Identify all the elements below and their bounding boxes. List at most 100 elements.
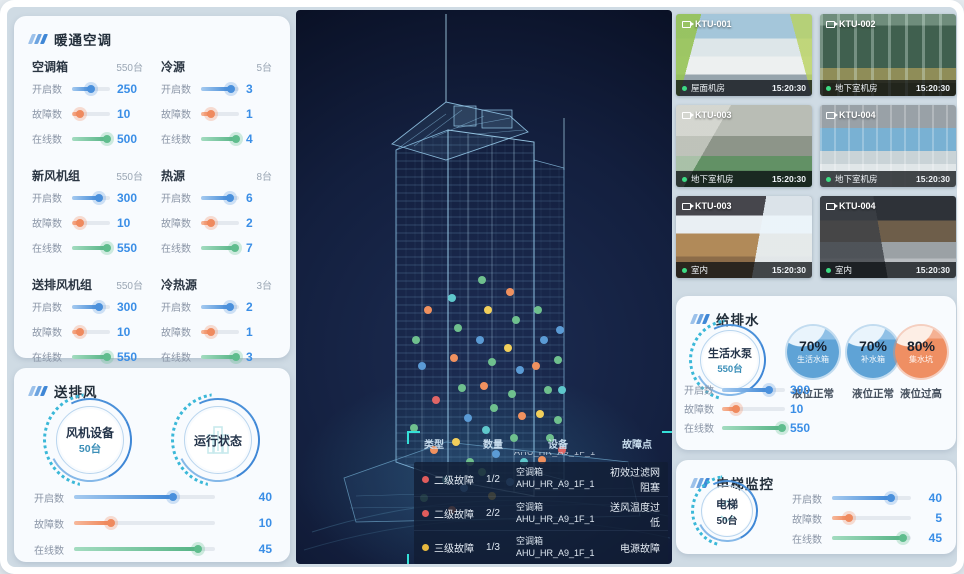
metric-online: 在线数 4: [161, 131, 253, 147]
camera-location: 屋面机房: [691, 83, 726, 93]
camera-location: 室内: [691, 265, 709, 275]
metric-fault: 故障数 10: [34, 516, 272, 531]
camera-id: KTU-004: [839, 201, 876, 211]
ring-fan-devices: 风机设备 50台: [44, 394, 136, 486]
metric-track: [201, 354, 239, 359]
camera-status-bar: 地下室机房 15:20:30: [676, 171, 812, 187]
metric-track: [201, 329, 239, 334]
ring-water-pump: 生活水泵 550台: [690, 320, 770, 400]
camera-tile[interactable]: KTU-003 室内 15:20:30: [676, 196, 812, 278]
ring-inner-arc: [184, 406, 252, 474]
gauge-status: 液位过高: [900, 388, 942, 400]
camera-status-bar: 地下室机房 15:20:30: [820, 171, 956, 187]
gauge-circle: 70% 生活水箱: [787, 326, 839, 378]
camera-location: 地下室机房: [835, 83, 878, 93]
ring-count: 50台: [78, 443, 102, 455]
camera-tile[interactable]: KTU-003 地下室机房 15:20:30: [676, 105, 812, 187]
camera-time: 15:20:30: [771, 83, 806, 93]
group-count: 8台: [256, 172, 272, 183]
metric-open: 开启数 40: [792, 491, 942, 506]
gauge-living-tank: 70% 生活水箱 液位正常: [784, 326, 842, 401]
camera-tile[interactable]: KTU-004 室内 15:20:30: [820, 196, 956, 278]
group-name: 冷热源: [161, 278, 198, 292]
metric-fault: 故障数 10: [32, 106, 131, 122]
fault-row[interactable]: 三级故障 1/3 空调箱 AHU_HR_A9_1F_1 电源故障: [414, 530, 668, 564]
gauge-circle: 70% 补水箱: [847, 326, 899, 378]
camera-time: 15:20:30: [915, 83, 950, 93]
metric-track: [72, 220, 110, 225]
camera-icon: [826, 202, 838, 210]
camera-location: 地下室机房: [691, 174, 734, 184]
metric-track: [72, 86, 110, 91]
metric-fault: 故障数 10: [32, 324, 131, 340]
fans-metrics: 开启数 40 故障数 10 在线数 45: [34, 484, 272, 562]
gauge-status: 液位正常: [852, 388, 894, 400]
camera-status-bar: 室内 15:20:30: [820, 262, 956, 278]
metric-track: [201, 245, 239, 250]
camera-id: KTU-004: [839, 110, 876, 120]
metric-track: [72, 245, 110, 250]
metric-open: 开启数 300: [32, 299, 138, 315]
metric-fault: 故障数 5: [792, 511, 942, 526]
metric-track: [201, 86, 239, 91]
metric-online: 在线数 550: [684, 420, 811, 436]
metric-track: [722, 387, 785, 392]
camera-time: 15:20:30: [915, 174, 950, 184]
panel-title: 给排水: [716, 313, 760, 328]
camera-time: 15:20:30: [771, 174, 806, 184]
metric-online: 在线数 550: [32, 240, 138, 256]
camera-time: 15:20:30: [771, 265, 806, 275]
panel-water: 给排水 生活水泵 550台 70% 生活水箱 液位正常 70% 补水箱 液位正常 80…: [676, 296, 956, 450]
gauge-circle: 80% 集水坑: [895, 326, 947, 378]
camera-tile[interactable]: KTU-001 屋面机房 15:20:30: [676, 14, 812, 96]
metric-track: [201, 136, 239, 141]
hvac-group-cold-source: 冷源 5台 开启数 3 故障数 1 在线数 4: [161, 58, 272, 151]
metric-open: 开启数 300: [684, 382, 811, 398]
building-3d-view[interactable]: 类型 数量 设备 故障点 AHU_HR_A9_1F_1 二级故障 1/2 空调箱…: [296, 10, 672, 564]
fault-row[interactable]: 二级故障 2/2 空调箱 AHU_HR_A9_1F_1 送风温度过低: [414, 496, 668, 530]
metric-track: [74, 521, 215, 525]
online-dot-icon: [826, 176, 831, 182]
metric-fault: 故障数 10: [684, 401, 804, 417]
metric-track: [72, 354, 110, 359]
metric-online: 在线数 500: [32, 131, 138, 147]
camera-location: 地下室机房: [835, 174, 878, 184]
panel-flag-icon: [27, 34, 49, 44]
ring-label: 电梯: [716, 498, 738, 511]
metric-open: 开启数 250: [32, 81, 138, 97]
metric-track: [832, 516, 911, 520]
online-dot-icon: [682, 85, 687, 91]
hvac-group-ahu: 空调箱 550台 开启数 250 故障数 10 在线数 500: [32, 58, 143, 151]
online-dot-icon: [682, 267, 687, 273]
hvac-group-heat-source: 热源 8台 开启数 6 故障数 2 在线数 7: [161, 167, 272, 260]
metric-fault: 故障数 10: [32, 215, 131, 231]
metric-track: [72, 136, 110, 141]
metric-open: 开启数 6: [161, 190, 253, 206]
fault-level-dot: [422, 544, 429, 551]
metric-online: 在线数 550: [32, 349, 138, 365]
corner-bracket-icon: [407, 554, 420, 564]
fault-row[interactable]: 二级故障 1/2 空调箱 AHU_HR_A9_1F_1 初效过滤网阻塞: [414, 462, 668, 496]
panel-title: 送排风: [54, 385, 98, 400]
group-name: 热源: [161, 169, 186, 183]
group-count: 550台: [116, 281, 143, 292]
metric-track: [74, 495, 215, 499]
corner-bracket-icon: [662, 431, 672, 444]
camera-tile[interactable]: KTU-002 地下室机房 15:20:30: [820, 14, 956, 96]
panel-elevator: 电梯监控 电梯 50台 开启数 40 故障数 5 在线数 45: [676, 460, 956, 554]
metric-track: [201, 195, 239, 200]
metric-track: [201, 111, 239, 116]
metric-open: 开启数 3: [161, 81, 253, 97]
gauge-sump-pit: 80% 集水坑 液位过高: [892, 326, 950, 401]
fault-table-header: 类型 数量 设备 故障点: [424, 439, 652, 451]
building-icon: [187, 409, 249, 471]
metric-fault: 故障数 1: [161, 106, 253, 122]
metric-track: [722, 406, 785, 411]
camera-status-bar: 室内 15:20:30: [676, 262, 812, 278]
online-dot-icon: [826, 267, 831, 273]
camera-id: KTU-002: [839, 19, 876, 29]
gauge-refill-tank: 70% 补水箱 液位正常: [844, 326, 902, 401]
ring-inner-arc: [56, 406, 124, 474]
camera-tile[interactable]: KTU-004 地下室机房 15:20:30: [820, 105, 956, 187]
